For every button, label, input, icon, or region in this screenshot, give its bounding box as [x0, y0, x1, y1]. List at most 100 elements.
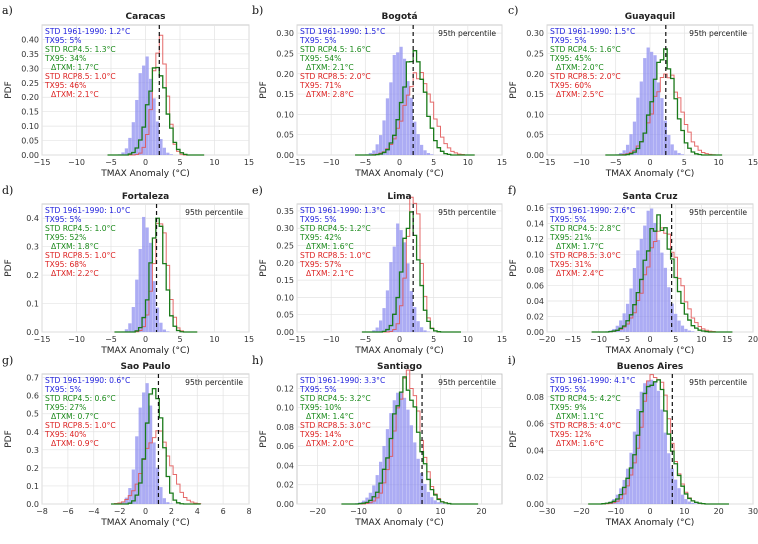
y-tick-label: 0.06: [526, 420, 544, 429]
step-line-rcp85: [355, 72, 475, 156]
y-tick-label: 0.06: [276, 442, 294, 451]
y-axis-label: PDF: [4, 259, 14, 277]
y-tick-label: 0.05: [21, 137, 39, 146]
step-line-rcp45: [588, 379, 729, 505]
hist-bar-1961-1990: [148, 242, 153, 332]
hist-bar-1961-1990: [402, 397, 407, 504]
y-tick-label: 0.4: [26, 428, 39, 437]
panel-letter: a): [2, 4, 13, 17]
y-tick-label: 0.5: [26, 410, 39, 419]
hist-bar-1961-1990: [124, 497, 129, 504]
hist-bar-1961-1990: [138, 407, 142, 504]
x-tick-label: −15: [34, 158, 51, 167]
hist-bar-1961-1990: [382, 308, 386, 332]
hist-bar-1961-1990: [152, 442, 156, 504]
hist-bar-1961-1990: [680, 494, 685, 504]
annotation-tx95-rcp45: TX95: 10%: [299, 403, 341, 412]
annotation-dtxm-rcp85: ΔTXM: 0.9°C: [51, 439, 99, 448]
hist-bar-1961-1990: [667, 453, 671, 504]
hist-bar-1961-1990: [396, 52, 400, 155]
annotation-dtxm-rcp45: ΔTXM: 1.7°C: [556, 242, 604, 251]
x-tick-label: 0: [647, 335, 652, 344]
x-tick-label: −5: [105, 335, 117, 344]
annotation-tx95-hist: TX95: 5%: [44, 385, 82, 394]
x-tick-label: −10: [323, 335, 340, 344]
hist-bar-1961-1990: [674, 313, 678, 332]
annotation-std-rcp85: STD RCP8.5: 3.0°C: [550, 251, 621, 260]
hist-bar-1961-1990: [396, 392, 400, 504]
annotation-tx95-rcp45: TX95: 52%: [44, 233, 86, 242]
x-tick-label: 30: [748, 507, 758, 516]
x-tick-label: −15: [289, 158, 306, 167]
x-tick-label: −8: [36, 507, 48, 516]
annotation-std-hist: STD 1961-1990: 0.6°C: [45, 376, 130, 385]
hist-bar-1961-1990: [155, 307, 160, 332]
hist-bar-1961-1990: [142, 216, 146, 332]
hist-bar-1961-1990: [382, 446, 386, 504]
x-tick-label: 4: [195, 507, 200, 516]
hist-bar-1961-1990: [643, 58, 647, 155]
x-tick-label: 0: [143, 507, 148, 516]
hist-bar-1961-1990: [625, 144, 630, 155]
y-tick-label: 0.0: [26, 328, 39, 337]
hist-bar-1961-1990: [166, 331, 170, 332]
hist-bar-1961-1990: [138, 248, 142, 332]
annotation-tx95-rcp85: TX95: 40%: [44, 430, 86, 439]
hist-bar-1961-1990: [684, 328, 688, 332]
hist-bar-1961-1990: [392, 400, 396, 504]
panel-title: Santa Cruz: [622, 192, 677, 202]
y-tick-label: 0.15: [276, 90, 294, 99]
y-axis-label: PDF: [259, 259, 269, 277]
hist-bar-1961-1990: [680, 154, 685, 155]
hist-bar-1961-1990: [646, 47, 650, 155]
hist-bar-1961-1990: [121, 152, 125, 155]
y-axis-label: PDF: [4, 81, 14, 99]
y-tick-label: 0.00: [276, 328, 294, 337]
hist-bar-1961-1990: [148, 405, 153, 504]
y-tick-label: 0.3: [26, 446, 39, 455]
y-tick-label: 0.35: [276, 207, 294, 216]
annotation-tx95-rcp45: TX95: 34%: [44, 54, 86, 63]
hist-bar-1961-1990: [402, 242, 407, 332]
x-tick-label: −20: [539, 335, 556, 344]
hist-bar-1961-1990: [656, 82, 661, 155]
y-tick-label: 0.30: [21, 64, 39, 73]
hist-bar-1961-1990: [392, 55, 396, 155]
hist-bar-1961-1990: [368, 152, 372, 155]
x-tick-label: 10: [714, 158, 724, 167]
hist-bar-1961-1990: [399, 230, 403, 332]
hist-bar-1961-1990: [148, 78, 153, 155]
step-line-rcp45: [361, 211, 461, 333]
hist-bar-1961-1990: [368, 492, 372, 504]
step-line-rcp45: [341, 376, 479, 505]
panel-letter: g): [2, 354, 13, 367]
y-tick-label: 0.04: [276, 461, 294, 470]
panel-letter: e): [252, 184, 263, 197]
x-tick-label: −15: [539, 158, 556, 167]
x-tick-label: −5: [610, 158, 622, 167]
hist-bar-1961-1990: [396, 223, 400, 332]
x-tick-label: 0: [397, 507, 402, 516]
hist-bar-1961-1990: [406, 263, 410, 332]
hist-bar-1961-1990: [145, 383, 149, 504]
annotation-tx95-rcp85: TX95: 31%: [549, 260, 591, 269]
hist-bar-1961-1990: [379, 135, 383, 155]
hist-bar-1961-1990: [166, 152, 170, 155]
hist-bar-1961-1990: [416, 321, 420, 332]
x-axis-label: TMAX Anomaly (°C): [605, 169, 695, 179]
p95-label: 95th percentile: [689, 378, 747, 387]
annotation-dtxm-rcp85: ΔTXM: 1.6°C: [556, 439, 604, 448]
annotation-tx95-hist: TX95: 5%: [299, 36, 337, 45]
annotation-dtxm-rcp45: ΔTXM: 2.1°C: [306, 63, 354, 72]
panel-title: Caracas: [126, 12, 166, 22]
annotation-dtxm-rcp85: ΔTXM: 2.1°C: [51, 90, 99, 99]
x-tick-label: −10: [573, 158, 590, 167]
y-tick-label: 0.30: [276, 224, 294, 233]
hist-bar-1961-1990: [409, 97, 413, 155]
panel-title: Bogotá: [381, 12, 417, 22]
step-line-rcp45: [114, 217, 198, 333]
p95-label: 95th percentile: [689, 29, 747, 38]
x-tick-label: −15: [34, 335, 51, 344]
panel-title: Lima: [387, 192, 411, 202]
hist-bar-1961-1990: [128, 137, 132, 155]
